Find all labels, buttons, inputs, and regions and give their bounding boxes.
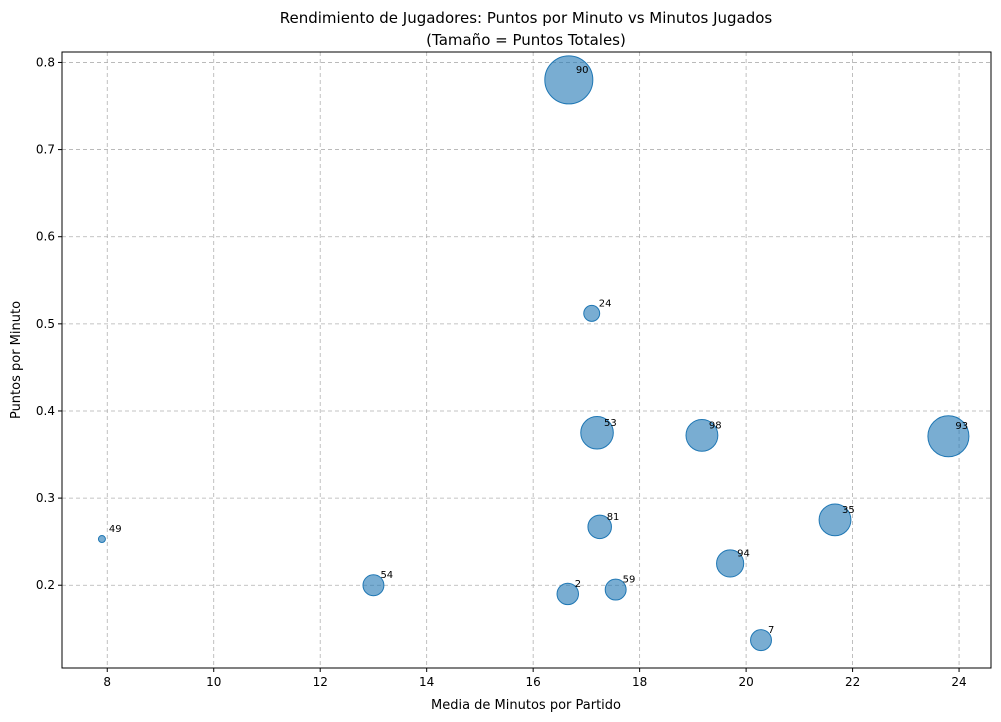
point-label-24: 24 (599, 298, 612, 309)
bubbles (97, 55, 970, 652)
bubble-53 (580, 415, 614, 450)
point-label-7: 7 (768, 625, 774, 636)
y-tick-label: 0.5 (36, 317, 55, 331)
point-label-2: 2 (575, 579, 581, 590)
y-tick-label: 0.7 (36, 143, 55, 157)
x-axis-ticks: 8 10 12 14 16 18 20 22 24 (103, 668, 967, 689)
point-label-35: 35 (842, 505, 855, 516)
chart-subtitle: (Tamaño = Puntos Totales) (426, 31, 626, 49)
bubble-81 (587, 514, 612, 540)
bubble-59 (604, 578, 627, 601)
x-tick-label: 20 (738, 675, 753, 689)
x-tick-label: 10 (206, 675, 221, 689)
y-tick-label: 0.3 (36, 491, 55, 505)
bubble-49 (97, 535, 106, 544)
y-tick-label: 0.2 (36, 578, 55, 592)
x-tick-label: 24 (951, 675, 966, 689)
x-tick-label: 16 (526, 675, 541, 689)
bubble-35 (818, 503, 852, 537)
bubble-90 (544, 55, 594, 105)
x-tick-label: 8 (103, 675, 111, 689)
bubble-93 (927, 415, 970, 458)
x-tick-label: 22 (845, 675, 860, 689)
plot-frame (61, 51, 992, 669)
point-label-90: 90 (576, 65, 589, 76)
x-axis-label: Media de Minutos por Partido (431, 698, 621, 713)
y-axis-label: Puntos por Minuto (9, 301, 24, 419)
point-labels: 90 24 53 98 93 35 81 49 94 54 2 59 7 (109, 65, 968, 636)
y-tick-label: 0.8 (36, 55, 55, 69)
point-label-53: 53 (604, 418, 617, 429)
point-label-98: 98 (709, 420, 722, 431)
y-tick-label: 0.6 (36, 230, 55, 244)
bubble-54 (362, 574, 385, 597)
bubble-2 (556, 582, 579, 606)
x-tick-label: 18 (632, 675, 647, 689)
point-label-54: 54 (380, 570, 393, 581)
point-label-93: 93 (955, 421, 968, 432)
point-label-49: 49 (109, 524, 122, 535)
point-label-94: 94 (737, 548, 750, 559)
bubble-94 (716, 549, 745, 578)
y-tick-label: 0.4 (36, 404, 55, 418)
y-axis-ticks: 0.2 0.3 0.4 0.5 0.6 0.7 0.8 (36, 55, 62, 592)
bubble-98 (685, 418, 719, 452)
point-label-59: 59 (623, 575, 636, 586)
x-tick-label: 14 (419, 675, 434, 689)
bubble-7 (750, 629, 772, 652)
bubble-24 (583, 304, 601, 322)
chart-title: Rendimiento de Jugadores: Puntos por Min… (280, 9, 773, 27)
grid (62, 52, 991, 668)
x-tick-label: 12 (313, 675, 328, 689)
point-label-81: 81 (607, 512, 620, 523)
